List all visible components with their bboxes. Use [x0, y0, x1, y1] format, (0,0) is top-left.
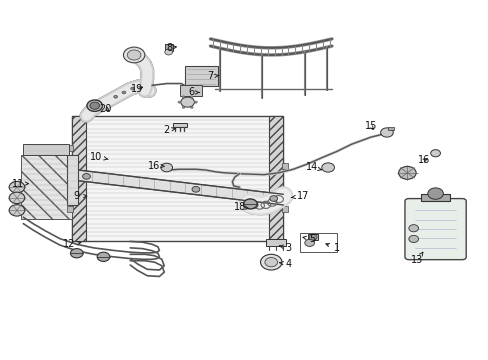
Bar: [180, 85, 202, 96]
Text: 7: 7: [207, 71, 219, 81]
Circle shape: [161, 163, 172, 172]
Circle shape: [82, 174, 90, 179]
Circle shape: [178, 101, 181, 103]
Bar: [300, 233, 336, 252]
Circle shape: [304, 239, 314, 247]
Circle shape: [192, 186, 200, 192]
Bar: [266, 239, 285, 246]
Circle shape: [408, 225, 418, 232]
Text: 1: 1: [325, 243, 339, 253]
Text: 18: 18: [233, 202, 248, 212]
Circle shape: [321, 163, 334, 172]
Bar: [67, 174, 73, 180]
Circle shape: [398, 166, 415, 179]
Circle shape: [90, 102, 100, 109]
Text: 3: 3: [279, 243, 291, 253]
Circle shape: [127, 50, 141, 60]
Bar: [387, 127, 393, 130]
Bar: [173, 123, 186, 127]
Circle shape: [9, 204, 25, 216]
Text: 2: 2: [163, 125, 175, 135]
Circle shape: [380, 128, 392, 137]
Circle shape: [182, 106, 184, 108]
Circle shape: [130, 87, 134, 90]
Text: 4: 4: [279, 259, 291, 269]
FancyBboxPatch shape: [404, 199, 465, 260]
Text: 6: 6: [187, 87, 199, 98]
Circle shape: [114, 95, 117, 98]
Circle shape: [87, 100, 102, 111]
Bar: [21, 155, 72, 219]
Bar: [164, 44, 172, 51]
Circle shape: [97, 252, 110, 261]
Circle shape: [194, 101, 197, 103]
Circle shape: [182, 96, 184, 98]
Text: 13: 13: [410, 252, 423, 265]
Text: 19: 19: [131, 84, 143, 94]
Text: 9: 9: [74, 191, 87, 201]
Text: 16: 16: [417, 156, 429, 165]
Bar: [23, 144, 69, 155]
Circle shape: [122, 91, 125, 94]
Circle shape: [243, 199, 257, 209]
Circle shape: [260, 254, 282, 270]
Text: 12: 12: [63, 239, 81, 249]
Bar: [282, 163, 287, 169]
Circle shape: [427, 188, 443, 199]
Text: 11: 11: [12, 179, 28, 189]
Circle shape: [123, 47, 144, 63]
Circle shape: [190, 106, 193, 108]
Bar: [72, 116, 86, 241]
Bar: [67, 155, 78, 205]
Bar: [72, 116, 283, 241]
Circle shape: [190, 96, 193, 98]
Text: 8: 8: [166, 43, 176, 53]
Text: 17: 17: [290, 191, 308, 201]
Bar: [67, 145, 73, 152]
Bar: [307, 234, 318, 240]
Text: 14: 14: [306, 162, 321, 172]
Text: 5: 5: [303, 234, 315, 244]
Circle shape: [181, 97, 194, 107]
Circle shape: [269, 195, 277, 201]
Bar: [185, 66, 218, 86]
Text: 10: 10: [90, 152, 108, 162]
Circle shape: [9, 181, 25, 193]
Circle shape: [9, 192, 25, 203]
Circle shape: [308, 234, 316, 240]
Text: 20: 20: [100, 104, 112, 113]
Bar: [420, 194, 449, 202]
Text: 16: 16: [148, 161, 164, 171]
Bar: [282, 206, 287, 212]
Circle shape: [70, 249, 83, 258]
Circle shape: [264, 257, 277, 267]
Polygon shape: [72, 169, 283, 205]
Text: 15: 15: [364, 121, 376, 131]
Bar: [67, 206, 73, 212]
Circle shape: [164, 49, 172, 55]
Bar: [268, 116, 283, 241]
Circle shape: [408, 235, 418, 243]
Circle shape: [430, 150, 440, 157]
